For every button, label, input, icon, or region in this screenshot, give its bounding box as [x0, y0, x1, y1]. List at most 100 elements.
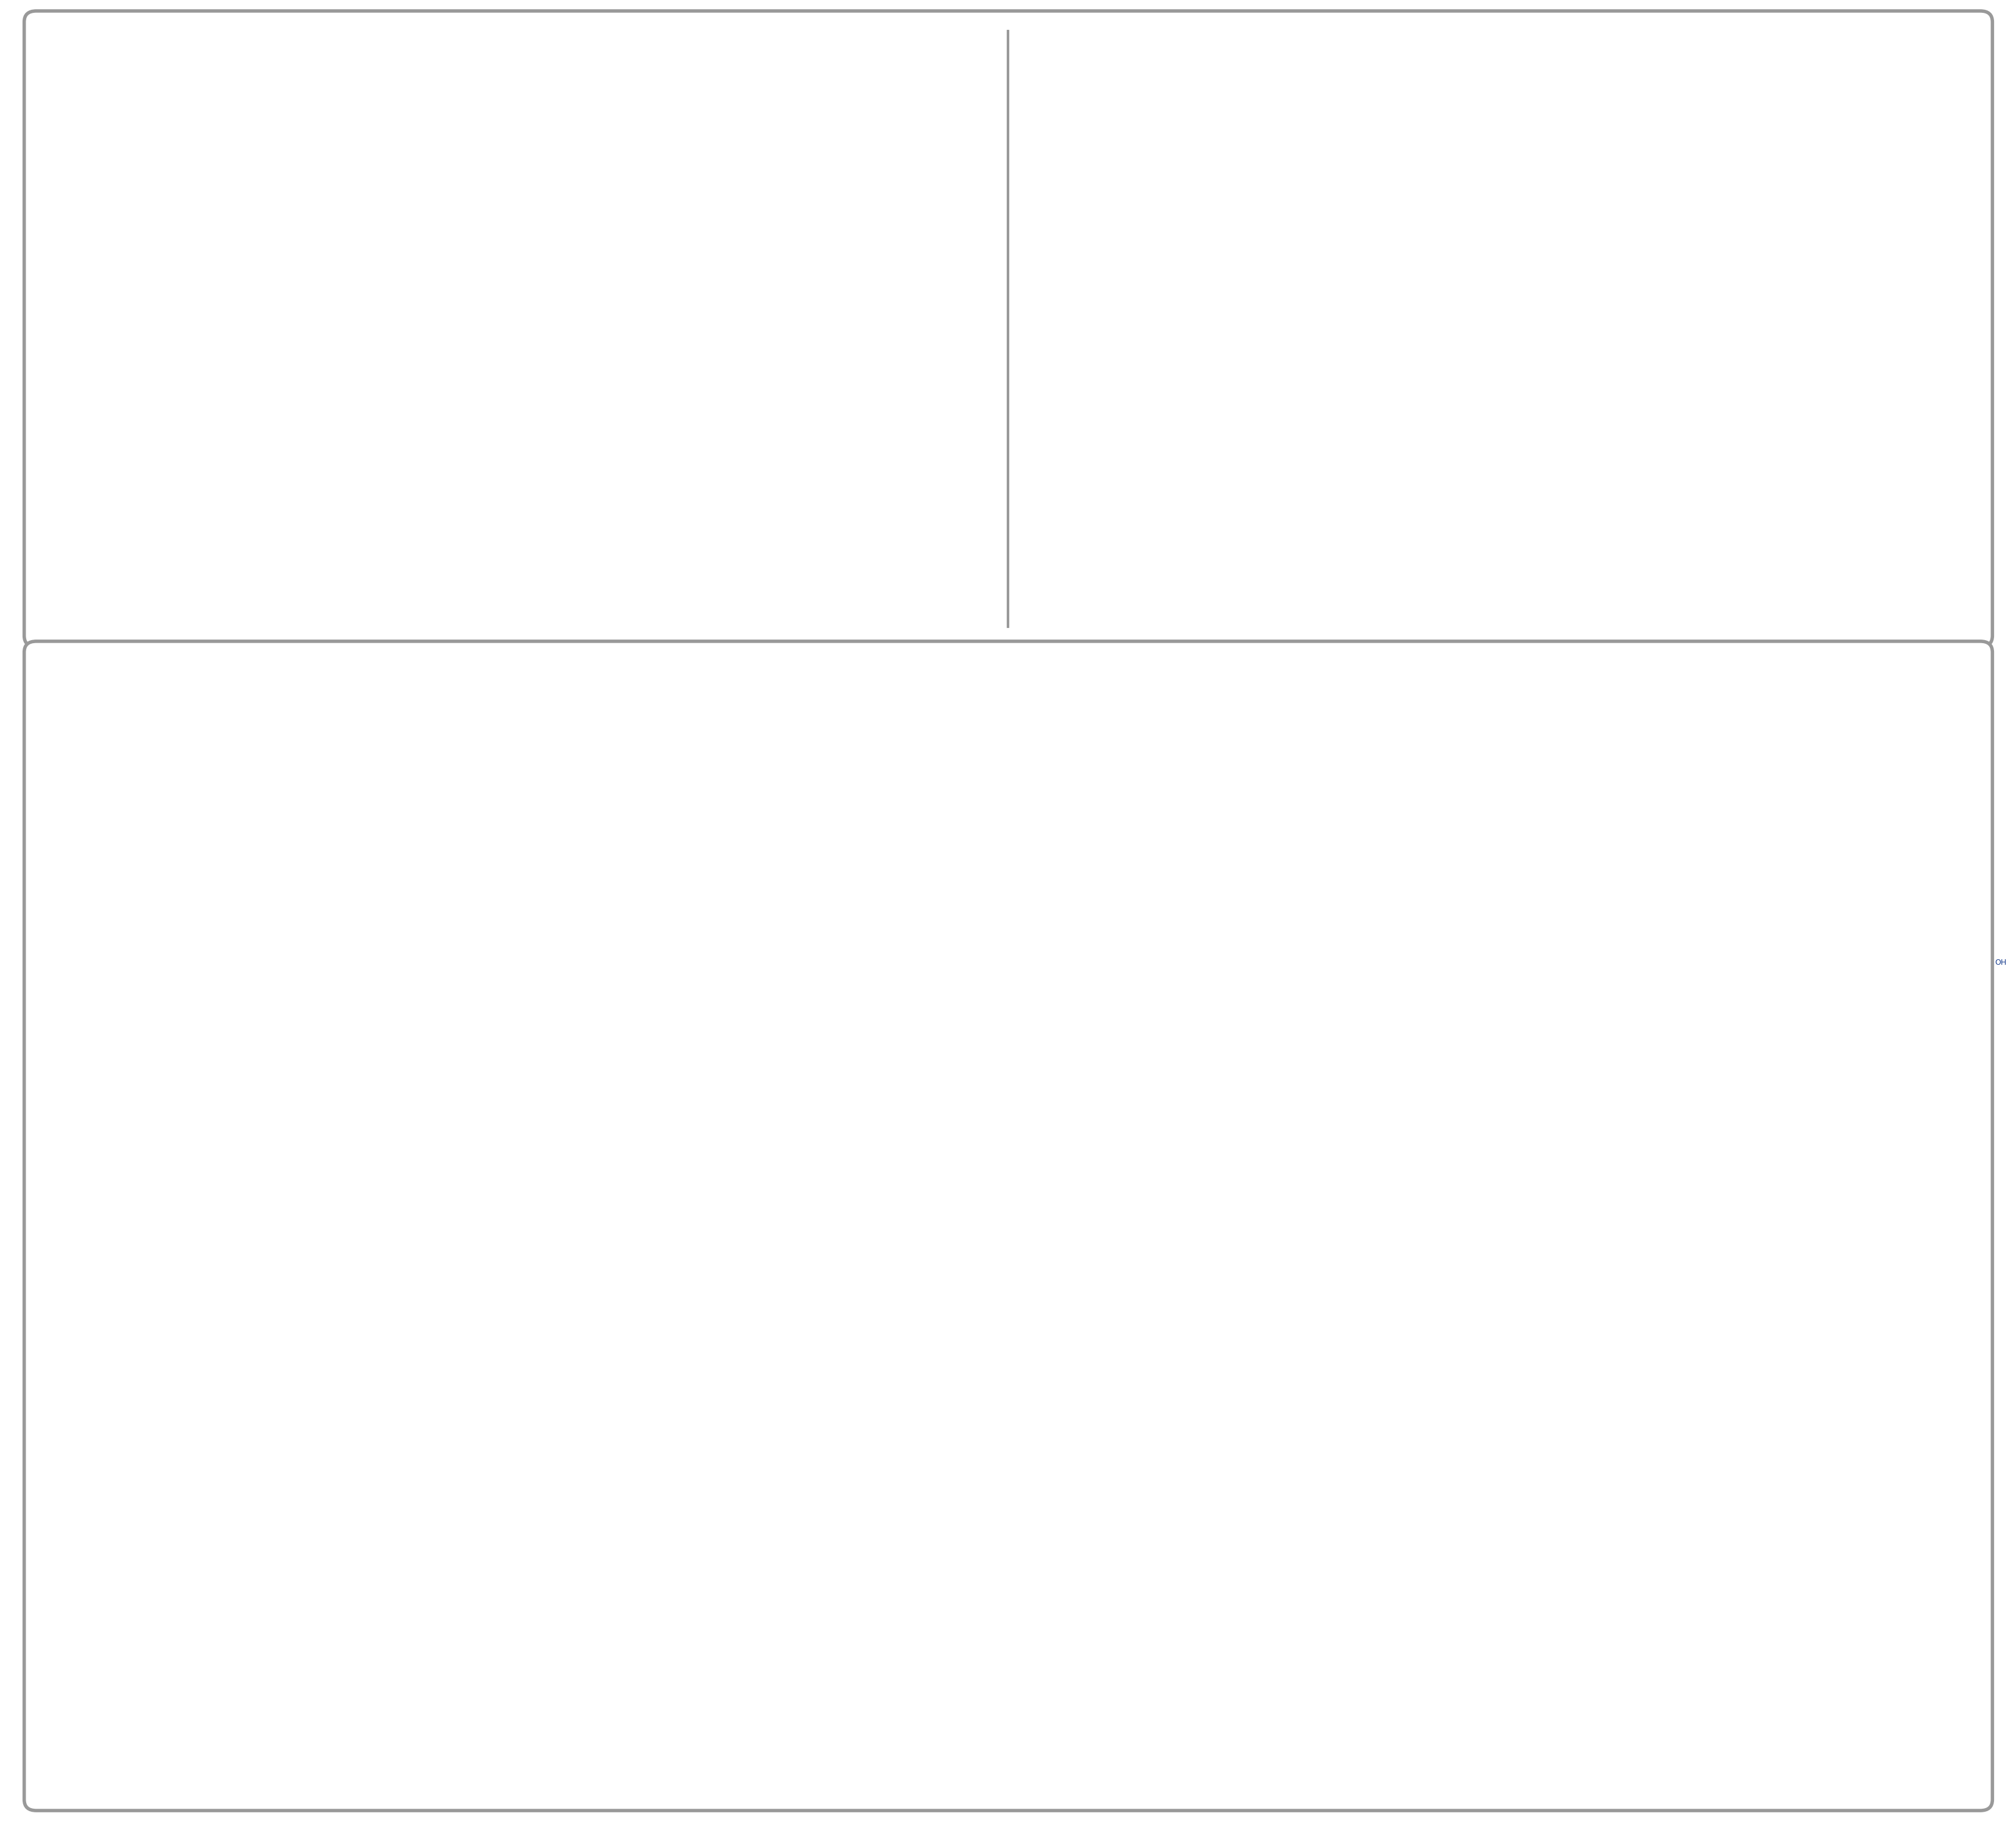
Text: HO: HO: [486, 1107, 498, 1114]
Text: OH: OH: [1643, 647, 1655, 654]
Ellipse shape: [1558, 121, 1843, 459]
Text: OH: OH: [599, 1082, 611, 1091]
Text: OH: OH: [1308, 897, 1318, 904]
Text: 8.3 - 7.5 Å: 8.3 - 7.5 Å: [1597, 1323, 1702, 1343]
Text: HO: HO: [802, 818, 814, 826]
Text: O: O: [1195, 998, 1202, 1007]
Text: HO: HO: [1399, 868, 1411, 875]
Text: OH: OH: [1556, 742, 1568, 749]
Text: OH: OH: [599, 563, 645, 590]
Text: HO: HO: [1540, 1175, 1552, 1184]
PathPatch shape: [272, 1447, 458, 1734]
Text: OH: OH: [1887, 882, 1899, 890]
Text: O: O: [278, 829, 286, 839]
Text: β: β: [988, 908, 1026, 972]
Text: O: O: [1004, 1615, 1010, 1622]
Text: [: [: [323, 323, 345, 376]
Text: HO: HO: [1754, 1197, 1766, 1204]
Text: OH: OH: [159, 924, 171, 934]
Text: HO: HO: [1375, 1058, 1387, 1065]
Text: O: O: [1004, 784, 1010, 791]
Text: HO: HO: [141, 959, 153, 966]
Text: 7.9 Å: 7.9 Å: [1949, 1540, 1972, 1597]
Text: (n = 8): (n = 8): [1599, 1018, 1699, 1045]
Text: O: O: [1645, 1608, 1651, 1615]
Text: HO: HO: [1234, 994, 1246, 1003]
Ellipse shape: [1570, 1385, 1728, 1420]
Text: HO: HO: [774, 1016, 786, 1025]
Text: OH: OH: [1643, 1272, 1655, 1279]
Text: HO: HO: [234, 811, 244, 818]
PathPatch shape: [1724, 1409, 1772, 1717]
Text: OH: OH: [1395, 1180, 1407, 1188]
Text: ]: ]: [905, 428, 927, 481]
Text: OH: OH: [560, 992, 573, 999]
Text: HO: HO: [1177, 818, 1189, 828]
Text: OH: OH: [119, 835, 131, 844]
Text: n: n: [952, 488, 968, 512]
Text: γ: γ: [1629, 908, 1667, 972]
Text: 6: 6: [460, 133, 476, 153]
Text: HO: HO: [950, 1644, 962, 1650]
Text: OH: OH: [950, 1553, 962, 1558]
Text: O: O: [1732, 773, 1738, 782]
Text: HO: HO: [1111, 1162, 1123, 1171]
Text: HO: HO: [988, 749, 1000, 756]
Text: OH: OH: [865, 707, 877, 714]
Bar: [216, 64, 954, 588]
Text: OH: OH: [1409, 859, 1421, 868]
Text: O: O: [1437, 1036, 1443, 1043]
Ellipse shape: [308, 1434, 423, 1462]
Text: O: O: [849, 850, 857, 859]
PathPatch shape: [413, 1454, 454, 1719]
Text: HO: HO: [1593, 1637, 1603, 1642]
Text: (c): (c): [65, 660, 99, 681]
Ellipse shape: [1530, 172, 1625, 214]
Text: HO: HO: [278, 1129, 290, 1138]
Text: OH: OH: [1198, 850, 1208, 857]
Text: OH: OH: [1002, 1239, 1012, 1246]
PathPatch shape: [901, 1420, 1113, 1734]
Text: OH: OH: [1530, 1166, 1542, 1175]
Text: HO: HO: [468, 791, 480, 798]
Text: HO: HO: [1887, 1049, 1899, 1058]
Text: HO: HO: [1542, 742, 1554, 749]
Text: O: O: [1558, 773, 1566, 782]
PathPatch shape: [1066, 1425, 1111, 1717]
Text: HO: HO: [1695, 1637, 1706, 1642]
Ellipse shape: [1439, 5, 1772, 170]
Text: HO: HO: [909, 1153, 921, 1160]
Text: α: α: [343, 908, 387, 972]
Text: 5: 5: [564, 225, 579, 247]
Ellipse shape: [1306, 102, 1639, 552]
Text: O: O: [1558, 1144, 1566, 1153]
Text: OH: OH: [427, 1129, 439, 1138]
Text: (n = 7): (n = 7): [956, 1018, 1058, 1045]
Text: O: O: [446, 829, 452, 839]
Text: OH: OH: [1695, 1546, 1706, 1551]
Text: OH: OH: [756, 1133, 768, 1140]
Text: OH: OH: [1399, 1036, 1411, 1043]
Text: Primary
face: Primary face: [1798, 464, 1954, 555]
Ellipse shape: [1464, 144, 1653, 331]
Text: OH: OH: [772, 983, 782, 990]
Text: 2: 2: [629, 479, 645, 499]
Text: OH: OH: [1079, 1153, 1091, 1160]
Text: OH: OH: [1994, 959, 2006, 966]
Ellipse shape: [941, 1405, 1073, 1434]
Text: HO: HO: [1887, 870, 1899, 877]
Text: OH: OH: [837, 813, 849, 822]
Text: OH: OH: [696, 897, 706, 904]
Text: OH: OH: [411, 1564, 421, 1571]
Text: HO: HO: [1911, 861, 1923, 868]
Ellipse shape: [1544, 1376, 1754, 1429]
Text: OH: OH: [1220, 1027, 1232, 1034]
Text: Secondary
face: Secondary face: [1093, 364, 1441, 437]
Text: HO: HO: [468, 1125, 480, 1135]
Text: OH: OH: [1026, 755, 1038, 762]
Text: HO: HO: [1744, 742, 1756, 749]
Text: HO: HO: [1911, 1058, 1923, 1065]
Text: OH: OH: [359, 1206, 371, 1213]
Text: HO: HO: [153, 983, 163, 990]
Ellipse shape: [1292, 49, 1881, 574]
